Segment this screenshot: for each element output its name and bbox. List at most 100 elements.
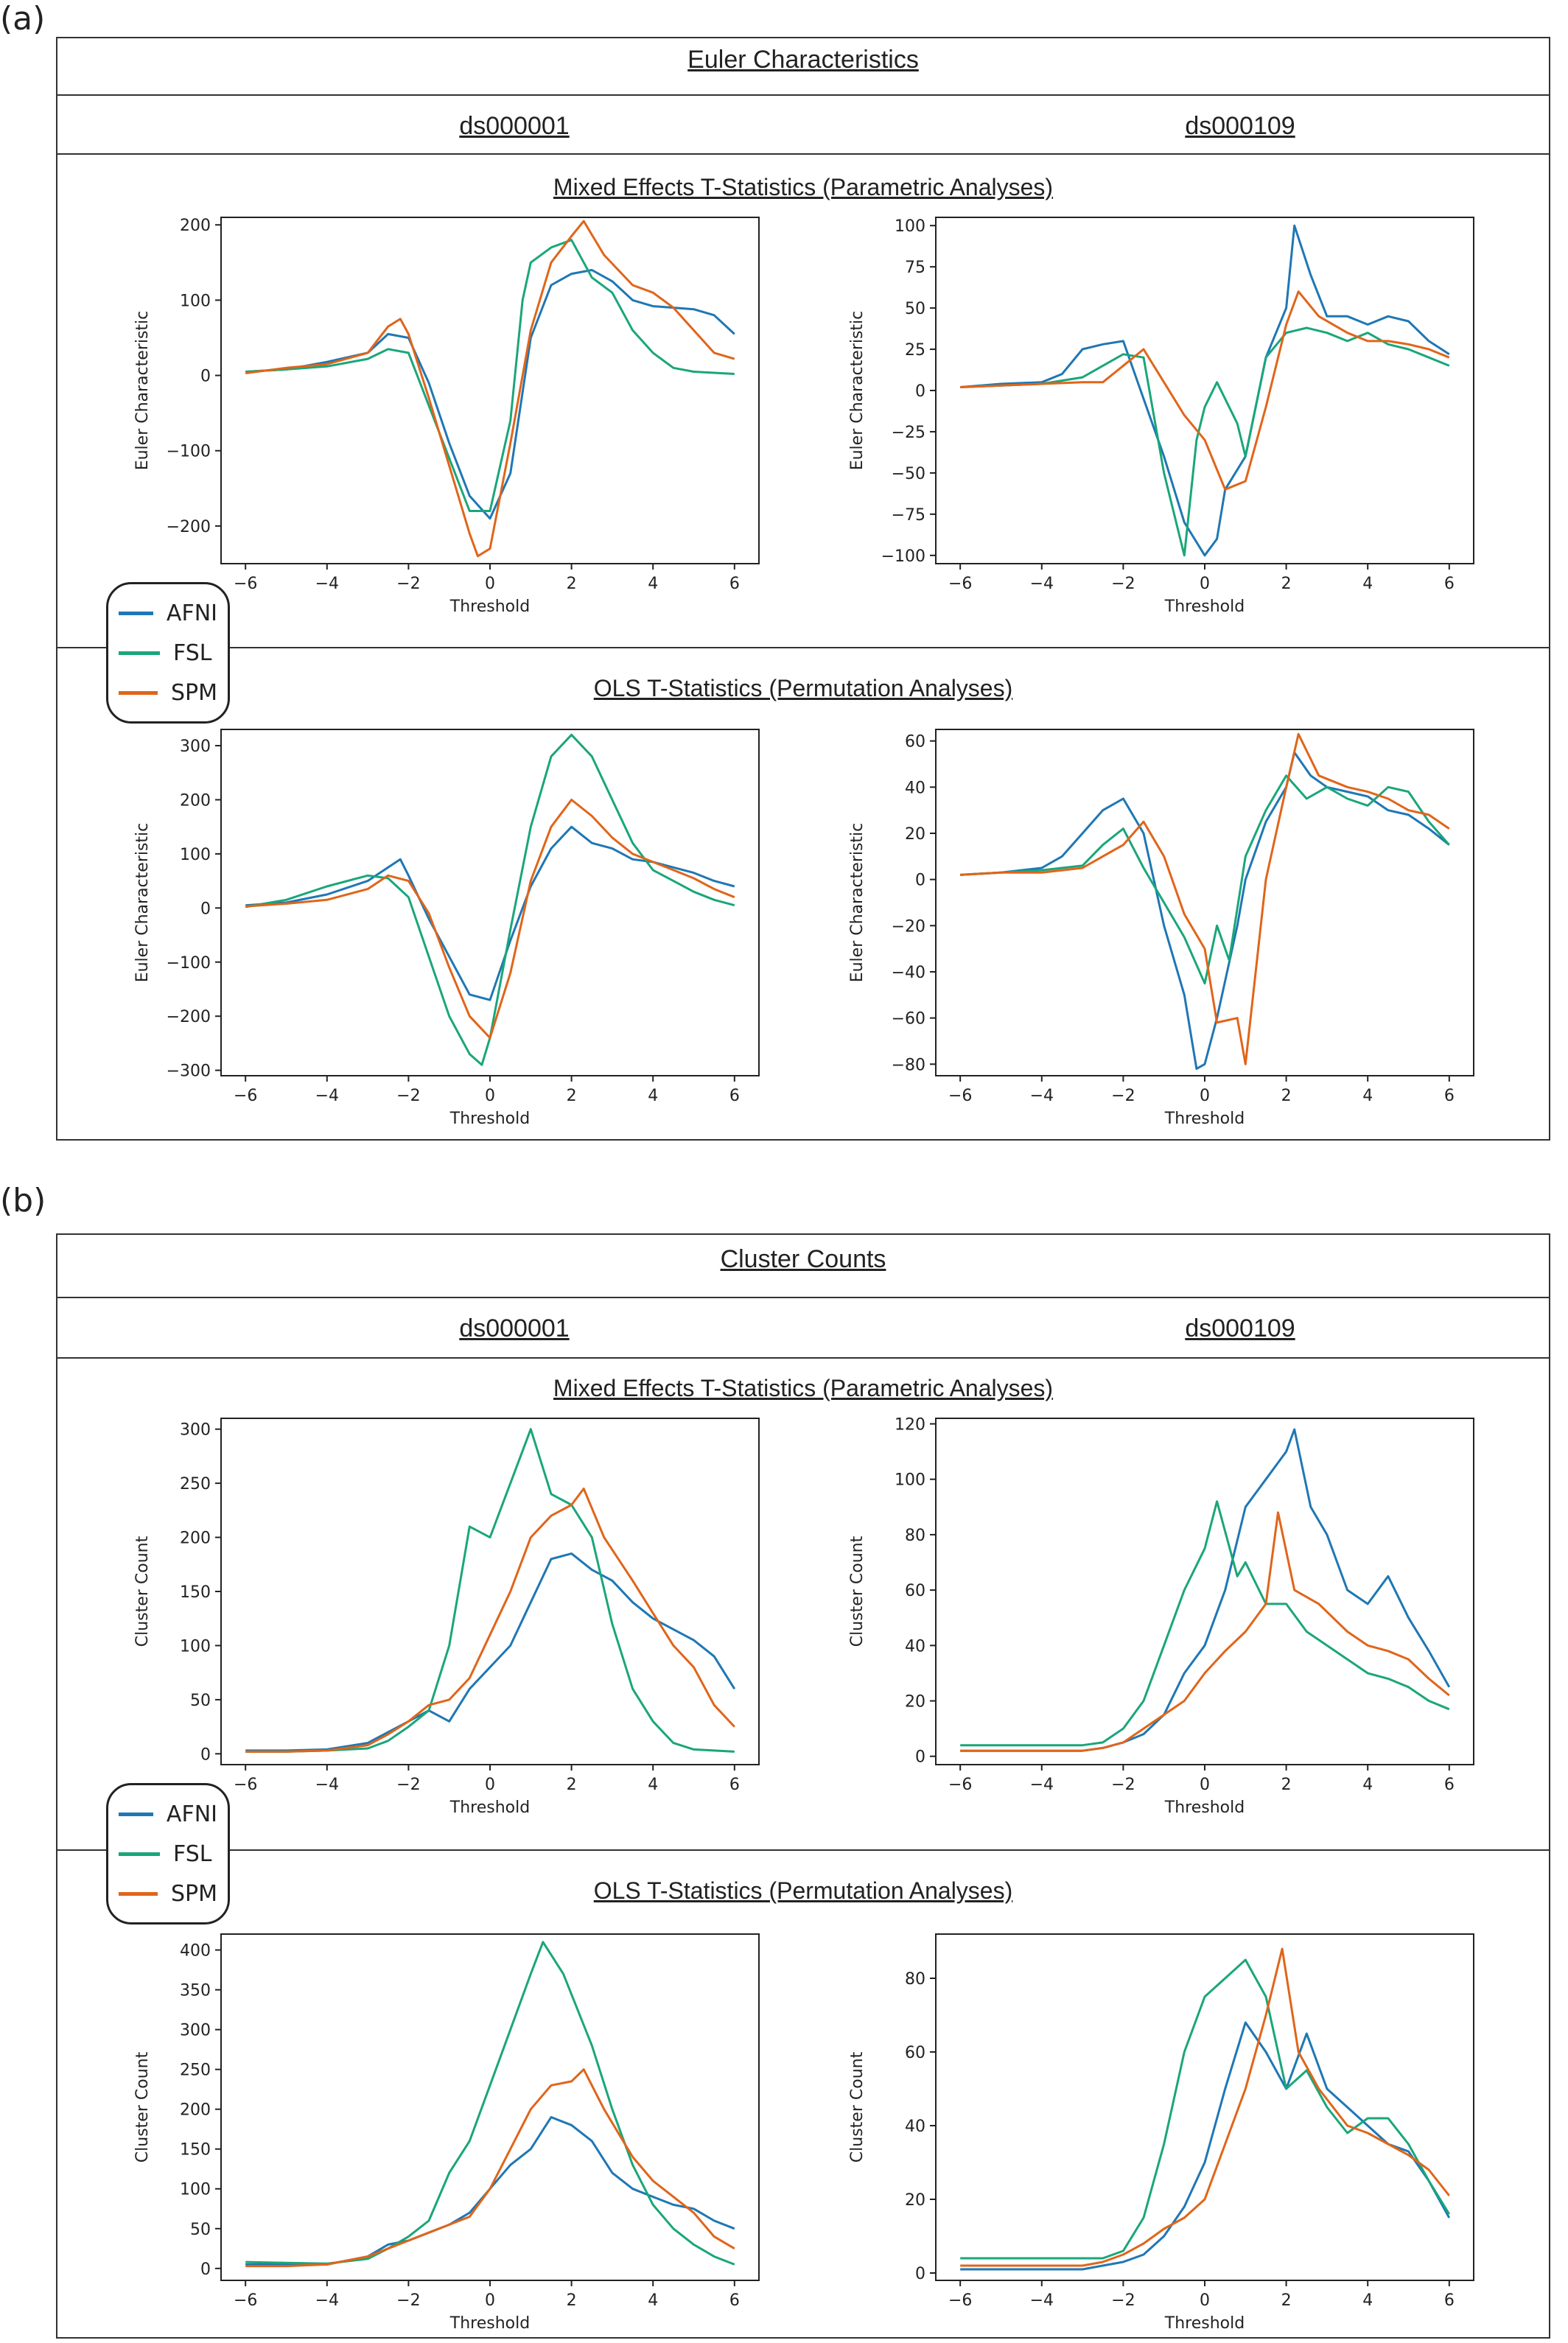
- series-line-afni: [245, 269, 735, 520]
- series-line-spm: [960, 1511, 1450, 1752]
- x-axis-label: Threshold: [1164, 2314, 1245, 2333]
- x-tick-label: 2: [567, 1776, 577, 1794]
- series-line-afni: [960, 1428, 1451, 1752]
- divider: [57, 1849, 1549, 1851]
- y-tick-label: −20: [892, 917, 925, 936]
- y-tick-label: −60: [892, 1010, 925, 1029]
- x-tick-label: −2: [396, 2291, 420, 2310]
- x-tick-label: −4: [1030, 1087, 1054, 1105]
- series-line-afni: [245, 1552, 736, 1752]
- y-tick-label: 0: [200, 2260, 211, 2279]
- series-line-afni: [960, 224, 1450, 557]
- x-tick-label: 6: [729, 1087, 740, 1105]
- y-tick-label: −25: [892, 424, 925, 442]
- col-title-ds000001: ds000001: [459, 112, 570, 140]
- y-axis-label: Cluster Count: [133, 2051, 152, 2162]
- x-tick-label: 2: [567, 2291, 577, 2310]
- x-tick-label: 0: [1200, 1776, 1210, 1794]
- row-title-ols: OLS T-Statistics (Permutation Analyses): [593, 1877, 1013, 1904]
- y-axis-label: Cluster Count: [848, 2051, 867, 2162]
- x-tick-label: −4: [1030, 575, 1054, 593]
- y-tick-label: −100: [881, 547, 925, 566]
- x-tick-label: 2: [567, 575, 577, 593]
- chart-cluster-ols-ds000001: −6 −4 −2 0 2 4 6 0 50 100 150 200 250 300 350 400 Thresh…: [133, 1933, 760, 2333]
- legend-panel-b: AFNI FSL SPM: [106, 1783, 230, 1925]
- y-tick-label: 100: [895, 1471, 925, 1490]
- y-tick-label: 25: [905, 341, 925, 360]
- x-tick-label: −2: [1111, 2291, 1135, 2310]
- x-tick-label: 4: [1362, 1776, 1373, 1794]
- plot-frame: [935, 217, 1474, 564]
- y-axis-label: Cluster Count: [133, 1535, 152, 1647]
- x-axis-label: Threshold: [1164, 598, 1245, 616]
- x-tick-label: −4: [315, 2291, 339, 2310]
- series-line-spm: [960, 1947, 1450, 2267]
- series-line-fsl: [245, 1428, 735, 1753]
- divider: [57, 153, 1549, 155]
- series-line-spm: [245, 2068, 735, 2268]
- y-tick-label: 20: [905, 2191, 925, 2210]
- row-title-mixed-effects: Mixed Effects T-Statistics (Parametric A…: [553, 174, 1054, 200]
- panel-b-title: Cluster Counts: [720, 1245, 886, 1273]
- x-axis-label: Threshold: [1164, 1110, 1245, 1128]
- y-tick-label: −40: [892, 964, 925, 982]
- x-tick-label: 4: [1362, 575, 1373, 593]
- y-tick-label: 0: [200, 900, 211, 918]
- x-axis-label: Threshold: [449, 1799, 530, 1817]
- col-title-ds000109: ds000109: [1185, 1314, 1295, 1342]
- chart-euler-mixed-ds000109: −6 −4 −2 0 2 4 6 −100 −75 −50 −25 0 25 50 75 100 Thresho…: [848, 217, 1474, 616]
- x-tick-label: 0: [485, 1087, 495, 1105]
- y-tick-label: 60: [905, 2044, 925, 2062]
- x-tick-label: 4: [648, 1776, 658, 1794]
- series-line-spm: [960, 732, 1450, 1065]
- legend-label-afni: AFNI: [166, 600, 217, 626]
- series-line-fsl: [245, 1941, 735, 2266]
- y-tick-label: 40: [905, 779, 925, 797]
- y-tick-label: −100: [167, 443, 211, 461]
- legend-label-fsl: FSL: [173, 640, 212, 666]
- legend-swatch-afni: [119, 1812, 153, 1816]
- x-tick-label: −6: [948, 575, 972, 593]
- series-line-afni: [245, 2116, 735, 2266]
- panel-b-letter: (b): [0, 1182, 46, 1219]
- divider: [57, 647, 1549, 648]
- x-tick-label: 6: [729, 1776, 740, 1794]
- y-tick-label: 0: [200, 1745, 211, 1764]
- x-tick-label: −2: [1111, 1776, 1135, 1794]
- y-tick-label: −200: [167, 518, 211, 536]
- x-tick-label: 0: [1200, 2291, 1210, 2310]
- panel-b-frame: Cluster Counts ds000001 ds000109 Mixed E…: [56, 1233, 1550, 2339]
- series-line-fsl: [245, 733, 735, 1066]
- x-tick-label: 6: [729, 2291, 740, 2310]
- legend-item-spm: SPM: [119, 673, 217, 712]
- y-tick-label: 0: [915, 2265, 925, 2283]
- x-tick-label: −2: [396, 1087, 420, 1105]
- series-line-afni: [245, 825, 735, 1001]
- x-tick-label: 4: [648, 575, 658, 593]
- x-tick-label: −2: [1111, 1087, 1135, 1105]
- divider: [57, 1357, 1549, 1359]
- y-tick-label: 60: [905, 1582, 925, 1600]
- y-tick-label: 200: [180, 217, 211, 235]
- x-tick-label: 4: [1362, 1087, 1373, 1105]
- y-tick-label: 100: [180, 292, 211, 310]
- x-tick-label: −4: [315, 1776, 339, 1794]
- series-line-fsl: [960, 774, 1450, 985]
- series-line-fsl: [960, 1958, 1451, 2260]
- y-axis-label: Euler Characteristic: [848, 823, 867, 983]
- x-tick-label: −2: [396, 575, 420, 593]
- plot-frame: [935, 1418, 1474, 1765]
- x-tick-label: 0: [485, 1776, 495, 1794]
- plot-frame: [220, 1933, 760, 2281]
- series-line-spm: [245, 799, 735, 1040]
- x-tick-label: −6: [234, 1087, 257, 1105]
- y-tick-label: 50: [905, 300, 925, 318]
- y-tick-label: 400: [180, 1942, 211, 1961]
- y-tick-label: 200: [180, 2101, 211, 2120]
- y-tick-label: 80: [905, 1527, 925, 1545]
- series-line-fsl: [245, 239, 735, 512]
- x-tick-label: 6: [729, 575, 740, 593]
- legend-item-fsl: FSL: [119, 633, 217, 673]
- x-tick-label: 2: [567, 1087, 577, 1105]
